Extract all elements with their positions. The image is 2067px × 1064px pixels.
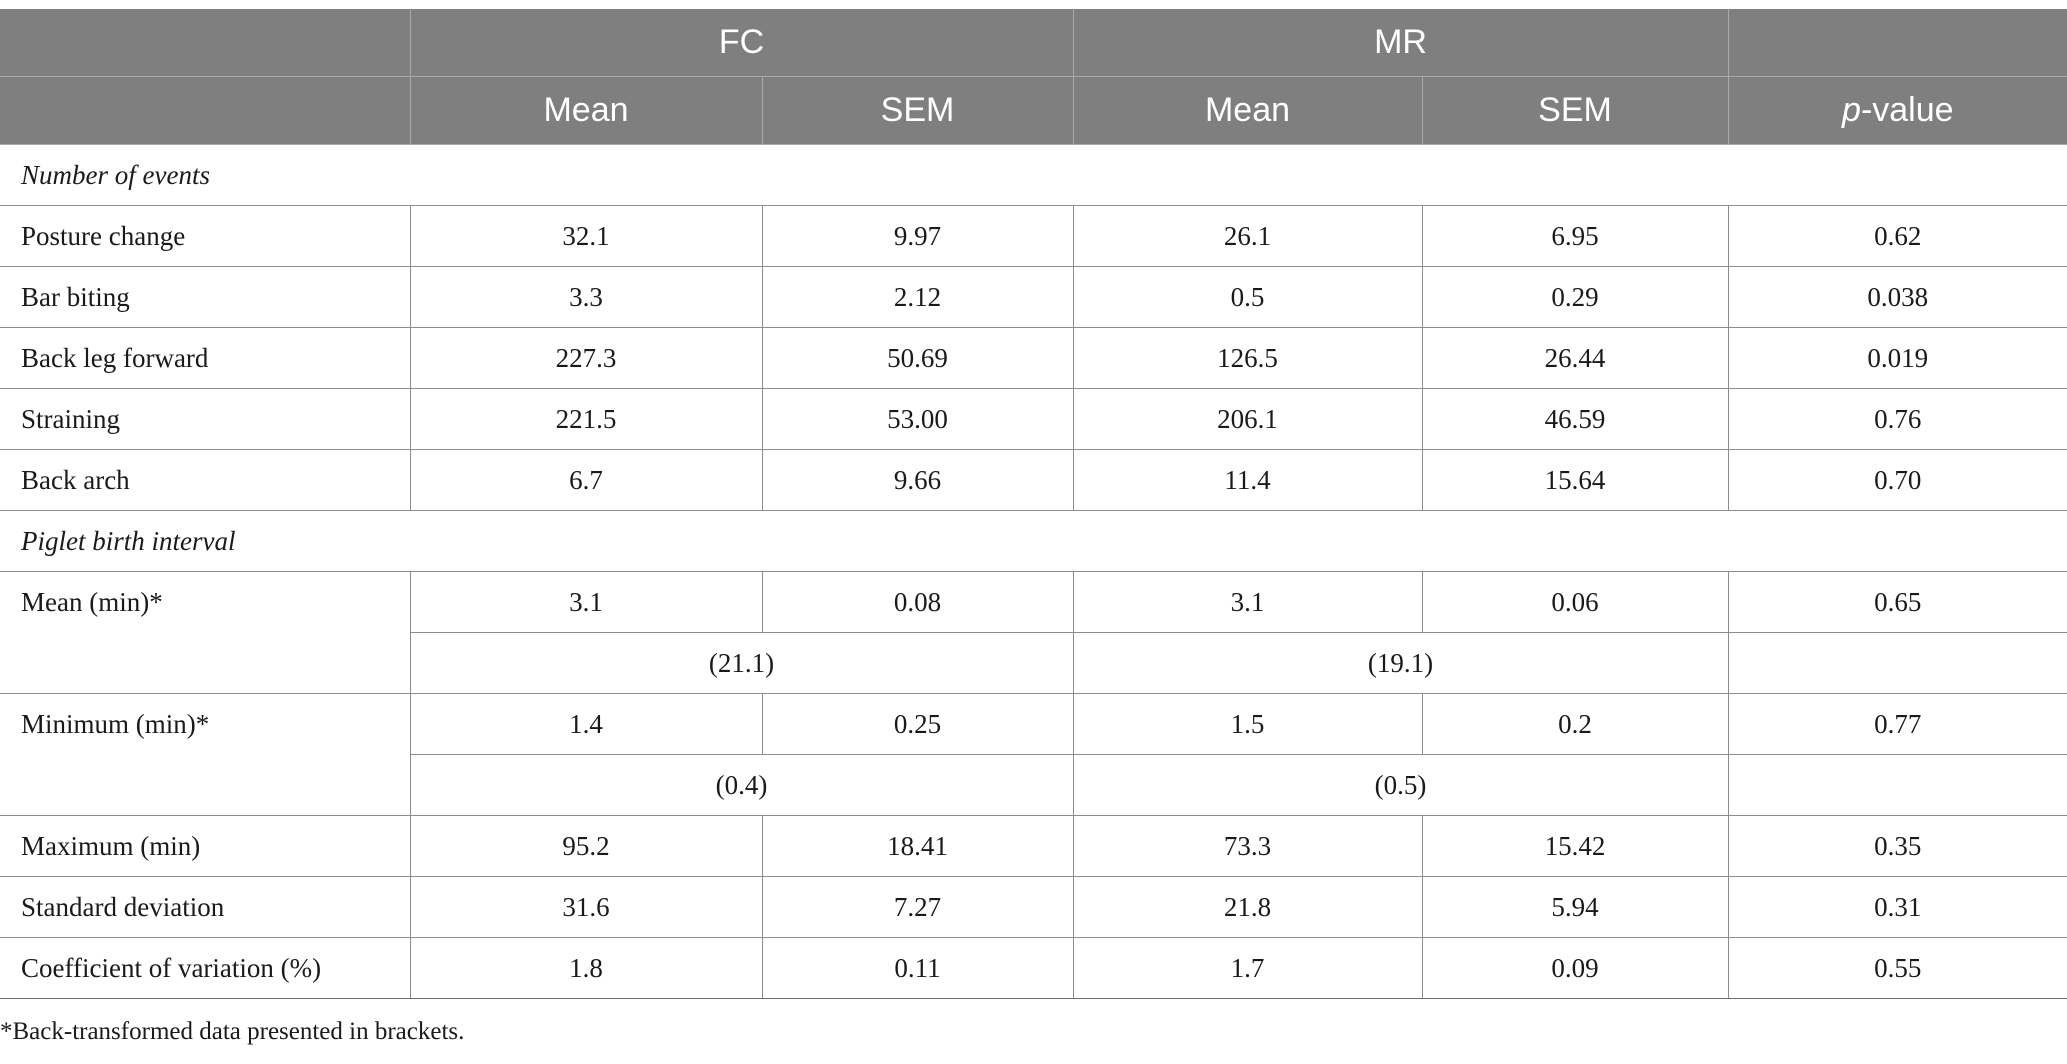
row-label: Bar biting [0, 266, 411, 328]
fc-mean-cell: 3.3 [410, 266, 763, 328]
header-mr-sem: SEM [1422, 76, 1729, 145]
fc-mean-cell: 95.2 [410, 815, 763, 877]
empty-p-cell [1728, 754, 2067, 816]
fc-backtransformed-cell: (0.4) [410, 754, 1074, 816]
mr-mean-cell: 1.5 [1073, 693, 1423, 755]
fc-sem-cell: 9.66 [762, 449, 1074, 511]
fc-sem-cell: 7.27 [762, 876, 1074, 938]
mr-mean-cell: 73.3 [1073, 815, 1423, 877]
mr-sem-cell: 0.29 [1422, 266, 1729, 328]
row-label: Maximum (min) [0, 815, 411, 877]
fc-mean-cell: 221.5 [410, 388, 763, 450]
header-p-italic: p [1842, 91, 1861, 129]
table-row: Minimum (min)* 1.4 0.25 1.5 0.2 0.77 [0, 693, 2067, 816]
table-row: Back arch 6.7 9.66 11.4 15.64 0.70 [0, 449, 2067, 511]
header-group-row: FC MR [0, 9, 2067, 77]
mr-sem-cell: 15.64 [1422, 449, 1729, 511]
fc-mean-cell: 6.7 [410, 449, 763, 511]
header-empty-label-cell [0, 76, 411, 145]
mr-sem-cell: 46.59 [1422, 388, 1729, 450]
mr-sem-cell: 26.44 [1422, 327, 1729, 389]
p-value-cell: 0.31 [1728, 876, 2067, 938]
mr-mean-cell: 21.8 [1073, 876, 1423, 938]
header-group-mr: MR [1073, 9, 1729, 77]
fc-mean-cell: 3.1 [410, 571, 763, 633]
fc-backtransformed-cell: (21.1) [410, 632, 1074, 694]
table-row-backtransformed: (21.1) (19.1) [0, 632, 2067, 694]
mr-backtransformed-cell: (0.5) [1073, 754, 1729, 816]
fc-sem-cell: 0.08 [762, 571, 1074, 633]
mr-sem-cell: 5.94 [1422, 876, 1729, 938]
row-label: Back leg forward [0, 327, 411, 389]
fc-sem-cell: 18.41 [762, 815, 1074, 877]
fc-mean-cell: 1.4 [410, 693, 763, 755]
header-p-value: p-value [1728, 76, 2067, 145]
p-value-cell: 0.55 [1728, 937, 2067, 999]
section-row-interval: Piglet birth interval [0, 510, 2067, 572]
header-empty-cell [0, 9, 411, 77]
empty-p-cell [1728, 632, 2067, 694]
p-value-cell: 0.77 [1728, 693, 2067, 755]
table-row: Mean (min)* 3.1 0.08 3.1 0.06 0.65 [0, 571, 2067, 694]
table-row: Straining 221.5 53.00 206.1 46.59 0.76 [0, 388, 2067, 450]
fc-sem-cell: 2.12 [762, 266, 1074, 328]
row-label: Standard deviation [0, 876, 411, 938]
fc-mean-cell: 1.8 [410, 937, 763, 999]
row-label: Mean (min)* [0, 571, 411, 694]
table-row: Back leg forward 227.3 50.69 126.5 26.44… [0, 327, 2067, 389]
table-row: Posture change 32.1 9.97 26.1 6.95 0.62 [0, 205, 2067, 267]
results-table: FC MR Mean SEM Mean SEM p-value Number o… [0, 9, 2067, 999]
header-fc-mean: Mean [410, 76, 763, 145]
section-title-interval: Piglet birth interval [0, 510, 2067, 572]
mr-sem-cell: 0.06 [1422, 571, 1729, 633]
mr-sem-cell: 0.09 [1422, 937, 1729, 999]
table-footnote: *Back-transformed data presented in brac… [0, 1018, 465, 1045]
row-label: Posture change [0, 205, 411, 267]
mr-sem-cell: 6.95 [1422, 205, 1729, 267]
row-label: Straining [0, 388, 411, 450]
mr-mean-cell: 11.4 [1073, 449, 1423, 511]
fc-mean-cell: 32.1 [410, 205, 763, 267]
row-label: Minimum (min)* [0, 693, 411, 816]
header-p-suffix: -value [1860, 91, 1954, 129]
header-group-fc: FC [410, 9, 1074, 77]
p-value-cell: 0.62 [1728, 205, 2067, 267]
fc-mean-cell: 227.3 [410, 327, 763, 389]
mr-sem-cell: 0.2 [1422, 693, 1729, 755]
fc-sem-cell: 50.69 [762, 327, 1074, 389]
fc-mean-cell: 31.6 [410, 876, 763, 938]
mr-mean-cell: 1.7 [1073, 937, 1423, 999]
table-row: Coefficient of variation (%) 1.8 0.11 1.… [0, 937, 2067, 999]
header-empty-cell-p [1728, 9, 2067, 77]
p-value-cell: 0.038 [1728, 266, 2067, 328]
row-label: Coefficient of variation (%) [0, 937, 411, 999]
header-fc-sem: SEM [762, 76, 1074, 145]
table-row: Standard deviation 31.6 7.27 21.8 5.94 0… [0, 876, 2067, 938]
mr-mean-cell: 3.1 [1073, 571, 1423, 633]
mr-mean-cell: 0.5 [1073, 266, 1423, 328]
fc-sem-cell: 0.11 [762, 937, 1074, 999]
p-value-cell: 0.76 [1728, 388, 2067, 450]
p-value-cell: 0.019 [1728, 327, 2067, 389]
mr-sem-cell: 15.42 [1422, 815, 1729, 877]
fc-sem-cell: 9.97 [762, 205, 1074, 267]
table-row: Maximum (min) 95.2 18.41 73.3 15.42 0.35 [0, 815, 2067, 877]
fc-sem-cell: 53.00 [762, 388, 1074, 450]
mr-mean-cell: 126.5 [1073, 327, 1423, 389]
section-title-events: Number of events [0, 144, 2067, 206]
table-row: Bar biting 3.3 2.12 0.5 0.29 0.038 [0, 266, 2067, 328]
mr-mean-cell: 206.1 [1073, 388, 1423, 450]
p-value-cell: 0.65 [1728, 571, 2067, 633]
p-value-cell: 0.70 [1728, 449, 2067, 511]
header-column-row: Mean SEM Mean SEM p-value [0, 76, 2067, 145]
p-value-cell: 0.35 [1728, 815, 2067, 877]
section-row-events: Number of events [0, 144, 2067, 206]
mr-backtransformed-cell: (19.1) [1073, 632, 1729, 694]
fc-sem-cell: 0.25 [762, 693, 1074, 755]
header-mr-mean: Mean [1073, 76, 1423, 145]
row-label: Back arch [0, 449, 411, 511]
table-row-backtransformed: (0.4) (0.5) [0, 754, 2067, 816]
mr-mean-cell: 26.1 [1073, 205, 1423, 267]
